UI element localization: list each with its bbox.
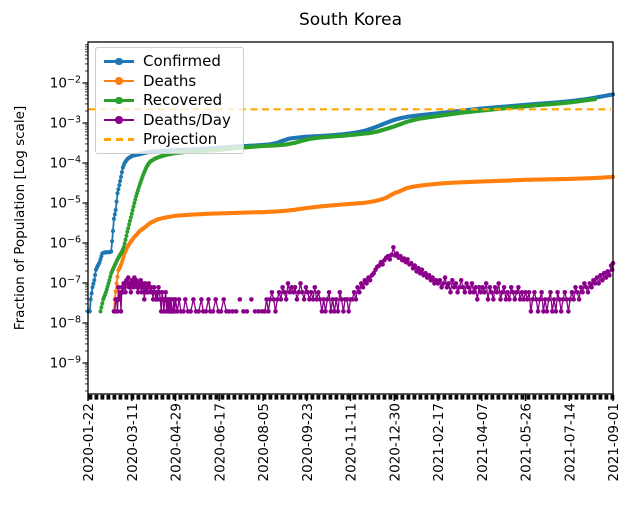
legend-item-projection: Projection <box>104 131 231 148</box>
x-axis: 2020-01-22 2020-03-11 2020-04-29 2020-06-17… <box>81 394 622 481</box>
y-tick-label: 10−8 <box>50 315 81 332</box>
projection-dashed-swatch <box>104 135 134 145</box>
x-tick-label: 2021-02-17 <box>431 403 447 481</box>
y-axis-label: Fraction of Population [Log scale] <box>12 105 28 331</box>
legend-label-deaths-per-day: Deaths/Day <box>143 110 231 129</box>
x-tick-label: 2020-08-05 <box>256 403 272 481</box>
x-tick-label: 2020-04-29 <box>169 403 185 481</box>
y-tick-label: 10−3 <box>50 115 81 132</box>
y-tick-label: 10−7 <box>50 275 81 292</box>
chart-title: South Korea <box>298 10 402 30</box>
y-tick-label: 10−9 <box>50 355 81 372</box>
deaths-per-day-line-swatch <box>104 115 134 125</box>
legend-label-projection: Projection <box>143 130 218 148</box>
x-tick-label: 2020-11-11 <box>344 403 360 481</box>
series-deaths <box>111 174 615 314</box>
confirmed-line-swatch <box>104 57 134 67</box>
x-tick-label: 2020-12-30 <box>387 403 403 481</box>
x-tick-label: 2021-07-14 <box>562 403 578 481</box>
x-tick-label: 2020-03-11 <box>125 403 141 481</box>
y-tick-label: 10−6 <box>50 235 81 252</box>
legend-label-confirmed: Confirmed <box>143 52 221 70</box>
x-tick-label: 2020-06-17 <box>212 403 228 481</box>
legend-label-recovered: Recovered <box>143 91 223 109</box>
y-axis: 10−2 10−3 10−4 10−5 10−6 10−7 10−8 10−9 <box>50 44 88 392</box>
legend-item-deaths-per-day: Deaths/Day <box>104 110 231 129</box>
y-tick-label: 10−5 <box>50 195 81 212</box>
legend-label-deaths: Deaths <box>143 71 197 90</box>
legend-item-recovered: Recovered <box>104 92 231 109</box>
series-deaths-per-day <box>111 245 616 314</box>
legend-item-confirmed: Confirmed <box>104 53 231 70</box>
x-tick-label: 2021-04-07 <box>475 403 491 481</box>
y-tick-label: 10−2 <box>50 75 81 92</box>
plot-border <box>87 41 614 395</box>
recovered-line-swatch <box>104 96 134 106</box>
legend-item-deaths: Deaths <box>104 71 231 90</box>
deaths-line-swatch <box>104 76 134 86</box>
legend: Confirmed Deaths Recovered Deaths/Day Pr… <box>95 47 244 154</box>
y-tick-label: 10−4 <box>50 155 81 172</box>
x-tick-label: 2020-09-23 <box>300 403 316 481</box>
x-tick-label: 2021-05-26 <box>519 403 535 481</box>
x-tick-label: 2020-01-22 <box>81 403 97 481</box>
x-tick-label: 2021-09-01 <box>606 403 622 481</box>
